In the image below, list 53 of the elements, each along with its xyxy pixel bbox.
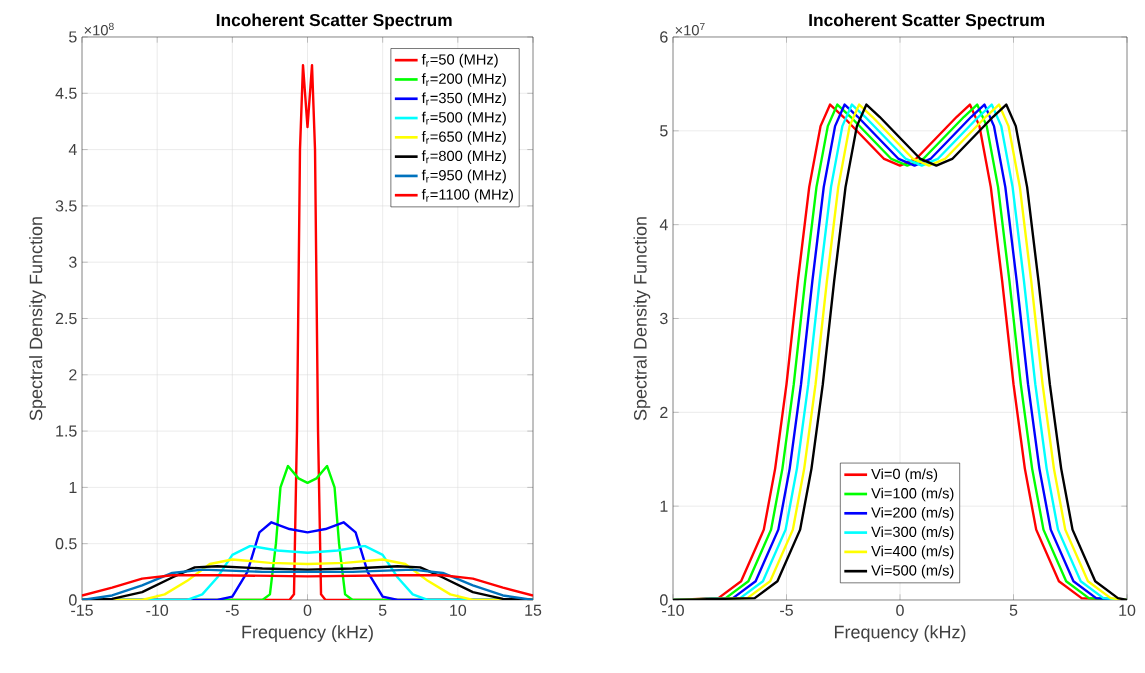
x-tick-label: -10 [146, 604, 169, 617]
legend-label: f$_{r}$=200 (MHz) [421, 73, 506, 87]
x-tick-label: 10 [1119, 604, 1136, 617]
legend-label: Vi=0 (m/s) [871, 468, 938, 483]
x-tick-label: -15 [71, 604, 93, 616]
legend-label: f$_{r}$=500 (MHz) [421, 111, 506, 126]
legend-label: Vi=300 (m/s) [871, 526, 954, 540]
y-axis-title: Spectral Density Function [29, 217, 46, 421]
y-tick-label: 0 [69, 594, 77, 606]
y-axis-title: Spectral Density Function [633, 217, 651, 421]
y-tick-label: 4.5 [55, 87, 77, 99]
y-tick-label: 0 [660, 594, 668, 606]
y-tick-label: 0.5 [55, 538, 77, 550]
x-tick-label: 5 [1009, 604, 1018, 616]
y-tick-label: 4 [659, 219, 668, 231]
y-tick-label: 5 [69, 31, 77, 43]
y-tick-label: 1 [69, 481, 77, 493]
x-tick-label: -5 [780, 604, 793, 616]
legend-label: f$_{r}$=950 (MHz) [421, 169, 506, 184]
text: ×10$^{8}$ [84, 22, 114, 36]
chart-title: Incoherent Scatter Spectrum [216, 13, 452, 30]
x-tick-label: 10 [450, 604, 467, 617]
y-tick-label: 2 [69, 369, 77, 381]
text: ×10$^{7}$ [675, 22, 705, 36]
legend-label: f$_{r}$=50 (MHz) [421, 53, 498, 68]
legend-label: f$_{r}$=650 (MHz) [421, 131, 506, 145]
y-tick-label: 1.5 [56, 425, 77, 437]
y-tick-label: 3 [69, 256, 77, 268]
x-axis-title: Frequency (kHz) [242, 625, 373, 642]
y-tick-label: 5 [660, 125, 668, 137]
x-tick-label: -5 [225, 604, 239, 616]
x-tick-label: 5 [378, 604, 387, 616]
y-tick-label: 6 [660, 31, 668, 43]
y-tick-label: 1 [660, 500, 668, 512]
y-tick-label: 2.5 [55, 312, 77, 325]
x-tick-label: -10 [662, 604, 684, 617]
chart-title: Incoherent Scatter Spectrum [809, 13, 1045, 30]
line-series [673, 103, 1128, 600]
x-tick-label: 15 [525, 604, 542, 616]
y-tick-label: 4 [68, 144, 77, 156]
x-tick-label: 0 [303, 604, 312, 617]
legend-label: Vi=200 (m/s) [871, 506, 954, 521]
legend-label: f$_{r}$=350 (MHz) [421, 92, 506, 107]
y-tick-label: 2 [660, 406, 668, 418]
y-tick-label: 3.5 [55, 200, 77, 212]
legend-label: Vi=100 (m/s) [871, 487, 954, 502]
legend-label: Vi=500 (m/s) [871, 564, 954, 579]
legend-label: f$_{r}$=1100 (MHz) [421, 188, 513, 203]
x-axis-title: Frequency (kHz) [834, 625, 966, 642]
legend-label: Vi=400 (m/s) [871, 545, 954, 560]
y-tick-label: 3 [660, 312, 668, 325]
x-tick-label: 0 [896, 604, 904, 617]
legend-label: f$_{r}$=800 (MHz) [421, 150, 506, 164]
